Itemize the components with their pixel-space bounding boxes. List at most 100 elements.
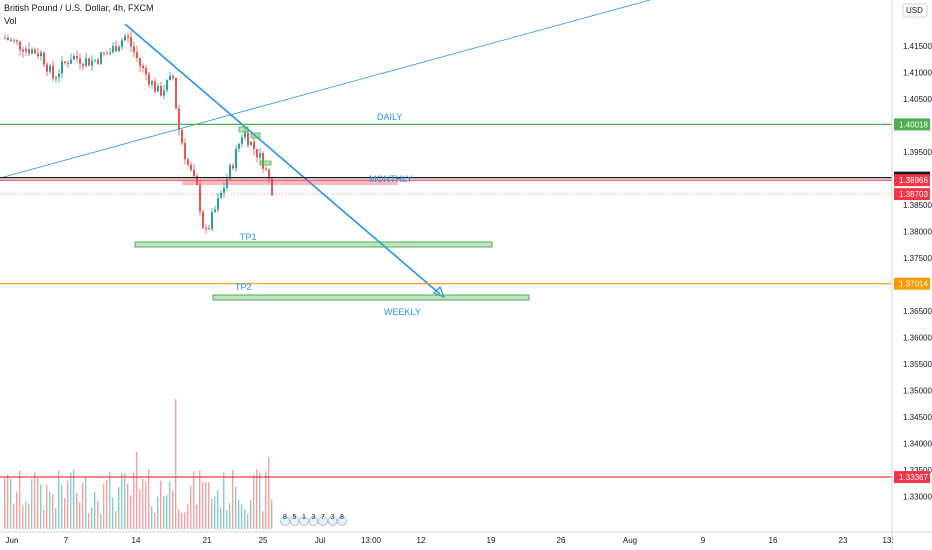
volume-bar — [169, 481, 171, 529]
candle-body — [55, 77, 57, 79]
candle-body — [85, 58, 87, 66]
descending-trendline[interactable] — [124, 23, 441, 295]
event-marker-0[interactable] — [280, 516, 290, 526]
event-marker-3[interactable] — [308, 516, 319, 526]
price-candles — [4, 31, 273, 234]
candle-body — [67, 62, 69, 64]
candle-body — [112, 46, 114, 53]
price-label-bg-1 — [894, 118, 930, 131]
candle-body — [4, 37, 6, 39]
daily-annotation[interactable]: DAILY — [377, 112, 402, 122]
price-label-1: 1.40018 — [899, 120, 928, 129]
zone-marker-2[interactable] — [250, 132, 261, 139]
volume-bar — [190, 485, 192, 529]
price-tick-6: 1.37500 — [903, 254, 932, 263]
candle-body — [142, 65, 144, 68]
price-tick-0: 1.41500 — [903, 42, 932, 51]
candle-body — [166, 80, 168, 91]
volume-bar — [64, 497, 66, 529]
volume-bar — [10, 478, 12, 529]
volume-bar — [103, 484, 105, 529]
volume-bar — [211, 498, 213, 529]
time-tick-9: 26 — [557, 536, 566, 545]
volume-bar — [184, 512, 186, 529]
volume-bar — [31, 479, 33, 529]
volume-bar — [91, 507, 93, 529]
price-tick-13: 1.33500 — [903, 466, 932, 475]
event-marker-2[interactable] — [299, 516, 309, 526]
candle-body — [7, 37, 9, 41]
candle-body — [28, 48, 30, 54]
candle-body — [265, 168, 267, 170]
candle-body — [124, 35, 126, 41]
volume-bar — [16, 492, 18, 529]
price-axis-panel[interactable] — [892, 0, 932, 550]
volume-bar — [241, 504, 243, 529]
volume-bar — [127, 483, 129, 529]
event-marker-4[interactable] — [318, 516, 328, 526]
candle-body — [46, 64, 48, 72]
volume-bar — [19, 470, 21, 529]
candle-body — [172, 75, 174, 78]
volume-bar — [220, 507, 222, 529]
daily-zone-marker[interactable] — [238, 126, 249, 133]
monthly-annotation[interactable]: MONTHLY — [369, 174, 412, 184]
event-count-6: 8 — [340, 514, 344, 521]
volume-bar — [175, 399, 177, 529]
tp2-zone[interactable] — [212, 294, 530, 301]
candle-body — [157, 85, 159, 92]
ascending-trendline[interactable] — [0, 0, 651, 179]
volume-bar — [202, 481, 204, 529]
price-label-bg-3 — [894, 174, 930, 187]
event-marker-6[interactable] — [337, 516, 347, 526]
time-tick-4: 25 — [259, 536, 268, 545]
candle-body — [256, 149, 258, 158]
volume-bar — [178, 509, 180, 529]
candle-body — [175, 77, 177, 109]
weekly-annotation[interactable]: WEEKLY — [384, 307, 421, 317]
volume-bar — [148, 469, 150, 529]
event-marker-5[interactable] — [327, 516, 338, 526]
candle-body — [94, 59, 96, 61]
volume-bar — [244, 509, 246, 529]
volume-bar — [250, 500, 252, 529]
tp1-annotation[interactable]: TP1 — [240, 232, 257, 242]
candle-body — [91, 60, 93, 66]
price-tick-7: 1.36500 — [903, 307, 932, 316]
volume-bar — [232, 470, 234, 529]
volume-label[interactable]: Vol — [4, 16, 17, 26]
candle-body — [58, 73, 60, 78]
tp1-zone[interactable] — [134, 241, 493, 248]
candle-body — [37, 53, 39, 57]
time-tick-10: Aug — [623, 536, 637, 545]
currency-badge[interactable] — [902, 3, 928, 18]
price-tick-8: 1.36000 — [903, 333, 932, 342]
monthly-zone[interactable] — [182, 181, 398, 185]
volume-bar — [208, 482, 210, 529]
time-tick-5: Jul — [315, 536, 325, 545]
event-marker-1[interactable] — [289, 516, 300, 526]
zone-marker-3[interactable] — [259, 160, 272, 166]
volume-bar — [82, 482, 84, 529]
volume-bar — [142, 478, 144, 529]
volume-bar — [136, 451, 138, 529]
volume-bar — [268, 457, 270, 529]
candle-body — [247, 132, 249, 146]
currency-label: USD — [906, 6, 923, 15]
time-tick-14: 13: — [882, 536, 893, 545]
time-axis-ticks: Jun 7 14 21 25 Jul 13:00 12 19 26 Aug 9 16 23 13: — [6, 536, 894, 545]
candle-body — [19, 41, 21, 50]
candle-body — [181, 130, 183, 144]
tp2-annotation[interactable]: TP2 — [235, 282, 252, 292]
candle-body — [211, 212, 213, 230]
candle-body — [121, 40, 123, 47]
volume-bar — [55, 508, 57, 529]
chart-drawings[interactable]: DAILY MONTHLY TP1 TP2 WEEKLY — [0, 0, 892, 478]
volume-bar — [223, 472, 225, 529]
chart-title[interactable]: British Pound / U.S. Dollar, 4h, FXCM — [4, 3, 154, 13]
candle-body — [52, 65, 54, 79]
candle-body — [70, 59, 72, 64]
candle-body — [232, 165, 234, 169]
